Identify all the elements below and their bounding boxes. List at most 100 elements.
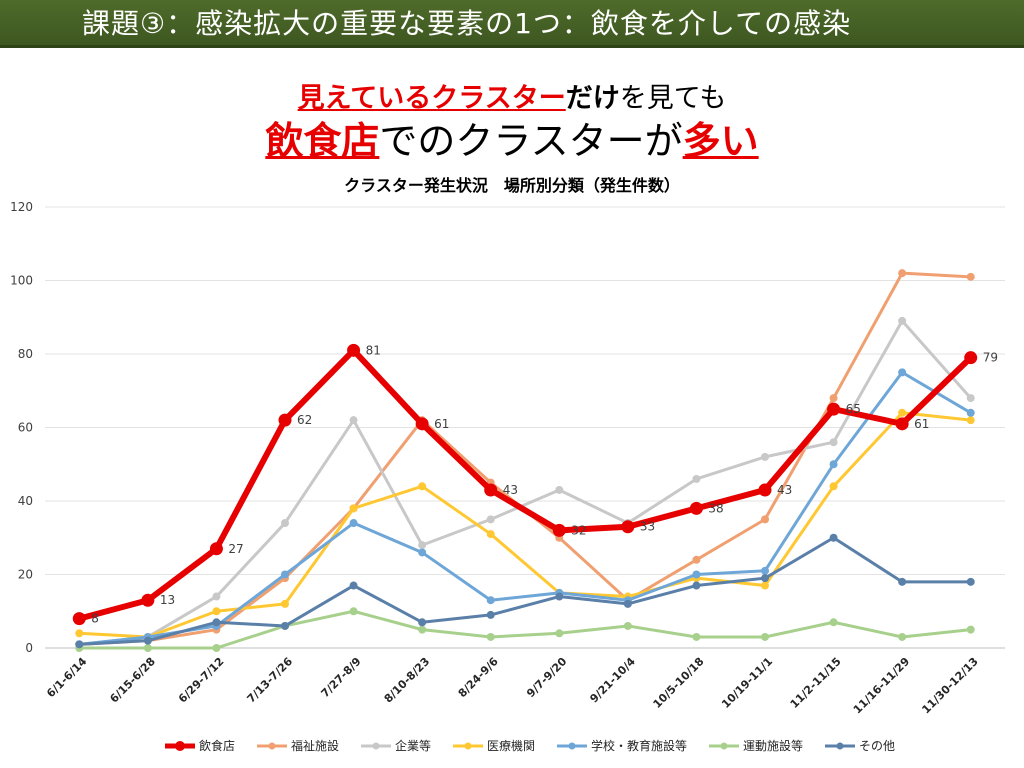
y-tick-label: 20 (18, 568, 33, 582)
data-point (692, 581, 701, 590)
legend-entry: 企業等 (395, 738, 431, 753)
data-point (692, 632, 701, 641)
data-point (555, 485, 564, 494)
legend-entry: 学校・教育施設等 (591, 738, 687, 753)
legend-marker (464, 742, 472, 750)
data-point (964, 351, 978, 365)
data-label: 43 (777, 483, 792, 497)
slide-banner: 課題③：感染拡大の重要な要素の1つ：飲食を介しての感染 (0, 0, 1024, 48)
data-point (621, 520, 635, 534)
data-point (209, 542, 223, 556)
data-point (349, 607, 358, 616)
data-point (761, 574, 769, 583)
data-point (827, 402, 841, 416)
headline-line1-rest: を見ても (619, 83, 727, 114)
data-point (555, 629, 564, 638)
x-tick-label: 8/24-9/6 (456, 655, 501, 700)
data-point (692, 555, 701, 564)
data-point (829, 618, 838, 627)
data-point (281, 621, 289, 630)
y-tick-label: 100 (10, 274, 33, 288)
data-point (761, 566, 769, 575)
data-point (966, 272, 975, 281)
data-point (761, 581, 769, 590)
legend-marker (720, 742, 728, 750)
data-point (895, 417, 909, 431)
data-point (212, 618, 221, 627)
headline-many: 多い (682, 119, 759, 163)
data-point (966, 577, 975, 586)
data-point (415, 417, 429, 431)
y-tick-label: 80 (18, 347, 33, 361)
data-label: 8 (91, 612, 99, 626)
data-label: 27 (228, 542, 243, 556)
x-tick-label: 6/15-6/28 (107, 655, 158, 706)
series-line (77, 609, 973, 650)
data-point (486, 596, 495, 605)
data-label: 65 (846, 402, 861, 416)
data-point (966, 408, 975, 417)
data-point (966, 625, 975, 634)
data-point (689, 501, 703, 515)
headline-restaurants: 飲食店 (265, 119, 380, 163)
legend-entry: 運動施設等 (743, 738, 803, 753)
legend-entry: その他 (859, 739, 895, 753)
data-point (143, 644, 152, 652)
x-tick-label: 7/27-8/9 (319, 655, 364, 700)
data-label: 32 (571, 523, 586, 537)
x-tick-label: 7/13-7/26 (245, 655, 296, 706)
data-point (278, 413, 292, 427)
data-point (281, 599, 289, 608)
data-point (898, 316, 907, 325)
x-tick-label: 8/10-8/23 (382, 655, 433, 706)
x-tick-label: 10/19-11/1 (719, 655, 775, 711)
data-point (486, 632, 495, 641)
data-point (349, 581, 358, 590)
data-point (966, 394, 975, 403)
data-point (486, 530, 495, 539)
data-label: 79 (983, 351, 998, 365)
data-point (761, 452, 769, 461)
data-point (349, 504, 358, 513)
data-label: 62 (297, 413, 312, 427)
headline-line1: 見えているクラスターだけを見ても (0, 76, 1024, 115)
y-tick-label: 0 (25, 641, 33, 655)
x-tick-label: 6/1-6/14 (44, 655, 89, 700)
legend-entry: 医療機関 (487, 738, 535, 753)
y-tick-label: 120 (10, 200, 33, 214)
data-point (758, 483, 772, 497)
x-tick-label: 11/16-11/29 (851, 655, 912, 716)
data-point (898, 632, 907, 641)
data-point (349, 519, 358, 528)
data-point (623, 599, 632, 608)
data-point (898, 577, 907, 586)
y-tick-label: 40 (18, 494, 33, 508)
legend-marker (268, 742, 276, 750)
data-point (141, 593, 155, 607)
data-label: 61 (434, 417, 449, 431)
data-point (898, 269, 907, 278)
data-point (829, 533, 838, 542)
banner-title: 課題③：感染拡大の重要な要素の1つ：飲食を介しての感染 (82, 7, 852, 40)
series-line (76, 347, 974, 622)
data-label: 38 (708, 501, 723, 515)
data-point (418, 548, 427, 557)
data-point (212, 592, 221, 601)
data-point (898, 368, 907, 377)
series-line (77, 411, 973, 639)
data-point (484, 483, 498, 497)
data-point (281, 519, 289, 528)
data-point (418, 618, 427, 627)
data-point (761, 515, 769, 524)
data-point (418, 541, 427, 550)
legend-entry: 飲食店 (199, 738, 235, 753)
data-point (486, 515, 495, 524)
y-tick-label: 60 (18, 421, 33, 435)
legend-marker (568, 742, 576, 750)
data-point (75, 640, 84, 649)
data-point (212, 644, 221, 652)
data-point (347, 343, 361, 357)
data-point (281, 570, 289, 579)
legend-entry: 福祉施設 (291, 738, 339, 753)
